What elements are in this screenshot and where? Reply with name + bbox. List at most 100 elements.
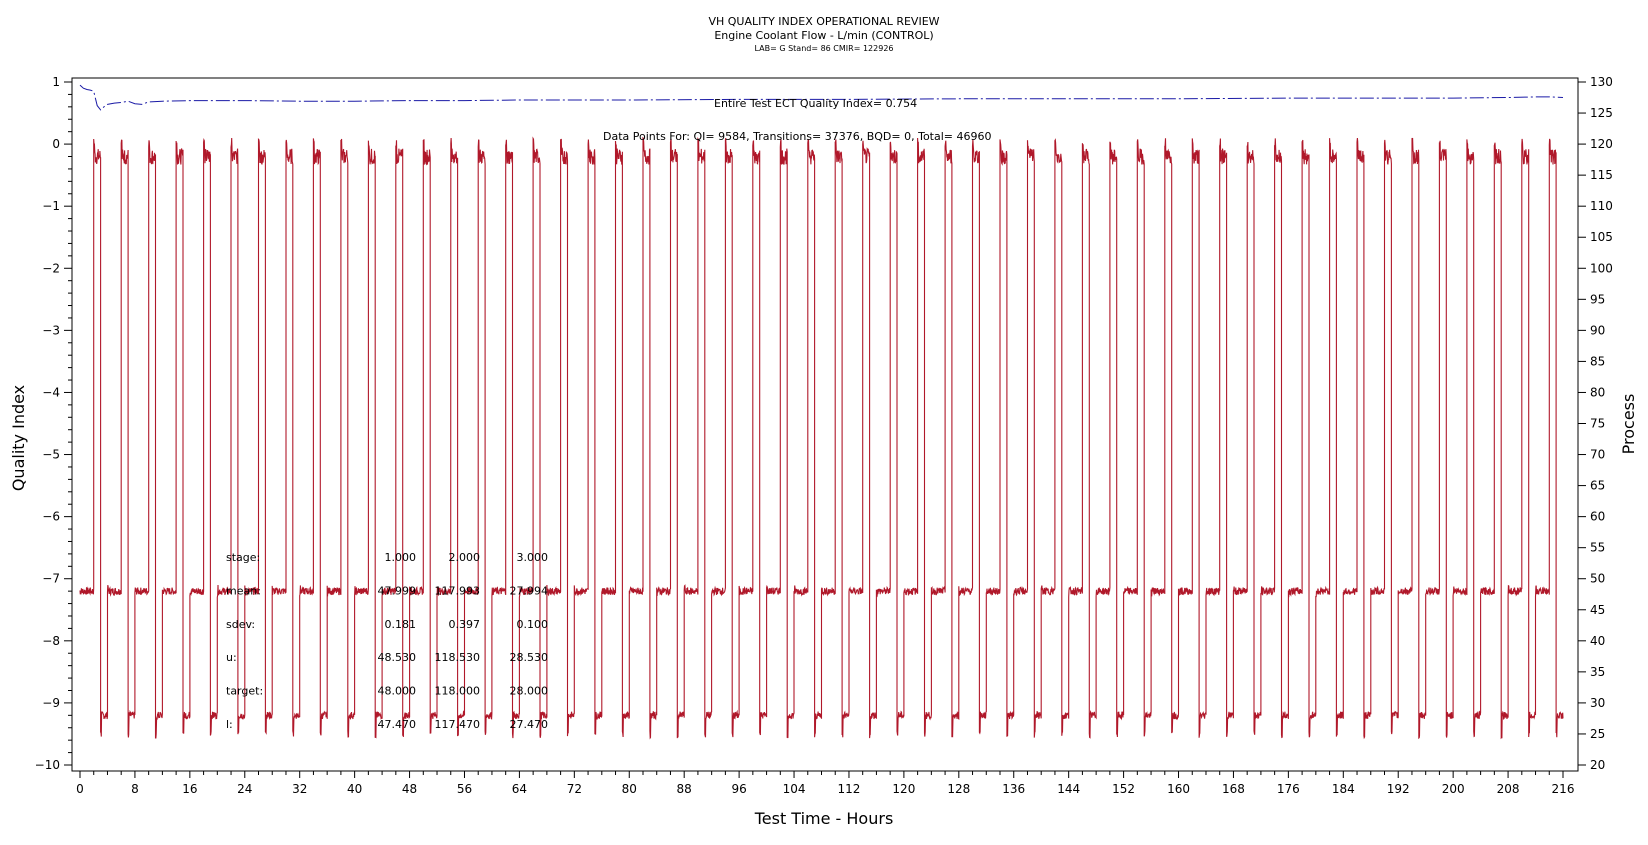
y-axis-left-title: Quality Index xyxy=(9,385,28,491)
y-right-tick-label: 20 xyxy=(1590,758,1605,772)
stats-value: 2.000 xyxy=(449,551,481,564)
stats-value: 27.470 xyxy=(510,718,549,731)
x-tick-label: 40 xyxy=(347,782,362,796)
stats-value: 48.530 xyxy=(378,651,417,664)
y-right-tick-label: 125 xyxy=(1590,106,1613,120)
x-axis-title: Test Time - Hours xyxy=(754,809,894,828)
x-tick-label: 152 xyxy=(1112,782,1135,796)
y-right-tick-label: 130 xyxy=(1590,75,1613,89)
x-tick-label: 80 xyxy=(622,782,637,796)
x-tick-label: 168 xyxy=(1222,782,1245,796)
quality-index-series xyxy=(79,84,1564,111)
stats-row-label: sdev: xyxy=(226,618,255,631)
y-right-tick-label: 110 xyxy=(1590,199,1613,213)
y-right-tick-label: 50 xyxy=(1590,572,1605,586)
x-tick-label: 24 xyxy=(237,782,252,796)
y-left-tick-label: −10 xyxy=(35,758,60,772)
stats-row-label: target: xyxy=(226,685,263,698)
x-axis: 0 8 16 24 32 40 48 56 64 72 80 88 96 104 112 120 128 136 1… xyxy=(76,771,1574,796)
stats-row-label: l: xyxy=(226,718,233,731)
x-tick-label: 128 xyxy=(947,782,970,796)
x-tick-label: 160 xyxy=(1167,782,1190,796)
x-tick-label: 144 xyxy=(1057,782,1080,796)
y-left-tick-label: −2 xyxy=(42,261,60,275)
stats-value: 28.000 xyxy=(510,685,549,698)
stats-value: 1.000 xyxy=(385,551,417,564)
y-right-tick-label: 115 xyxy=(1590,168,1613,182)
x-tick-label: 32 xyxy=(292,782,307,796)
x-tick-label: 112 xyxy=(838,782,861,796)
stats-value: 118.000 xyxy=(435,685,481,698)
stats-value: 0.181 xyxy=(385,618,417,631)
y-left-tick-label: −6 xyxy=(42,510,60,524)
y-right-tick-label: 85 xyxy=(1590,354,1605,368)
process-line xyxy=(79,136,1564,740)
y-left-tick-label: −1 xyxy=(42,199,60,213)
process-series xyxy=(79,136,1564,740)
chart-title: VH QUALITY INDEX OPERATIONAL REVIEW xyxy=(708,15,939,28)
x-tick-label: 104 xyxy=(783,782,806,796)
stats-value: 28.530 xyxy=(510,651,549,664)
stats-row-label: u: xyxy=(226,651,237,664)
x-tick-label: 136 xyxy=(1002,782,1025,796)
x-tick-label: 208 xyxy=(1497,782,1520,796)
stats-value: 0.397 xyxy=(449,618,481,631)
y-left-tick-label: 0 xyxy=(52,137,60,151)
x-tick-label: 0 xyxy=(76,782,84,796)
x-tick-label: 192 xyxy=(1387,782,1410,796)
stats-row-label: mean: xyxy=(226,584,261,597)
y-right-tick-label: 90 xyxy=(1590,323,1605,337)
y-right-tick-label: 55 xyxy=(1590,541,1605,555)
stats-value: 117.993 xyxy=(435,584,481,597)
stats-value: 48.000 xyxy=(378,685,417,698)
stats-table: stage: 1.000 2.000 3.000 mean: 47.999 117.993 2… xyxy=(226,551,548,731)
y-left-tick-label: −3 xyxy=(42,323,60,337)
x-tick-label: 48 xyxy=(402,782,417,796)
y-axis-left: 1 0 −1 −2 −3 −4 −5 −6 −7 −8 −9 −10 xyxy=(35,75,72,772)
stats-value: 3.000 xyxy=(517,551,549,564)
x-tick-label: 120 xyxy=(892,782,915,796)
y-right-tick-label: 60 xyxy=(1590,510,1605,524)
y-left-tick-label: −4 xyxy=(42,385,60,399)
y-right-tick-label: 35 xyxy=(1590,665,1605,679)
stats-value: 118.530 xyxy=(435,651,481,664)
y-axis-right-title: Process xyxy=(1619,394,1638,455)
annotation-data-points: Data Points For: QI= 9584, Transitions= … xyxy=(603,130,992,143)
stats-value: 27.994 xyxy=(510,584,549,597)
stats-value: 0.100 xyxy=(517,618,549,631)
chart-subtitle: Engine Coolant Flow - L/min (CONTROL) xyxy=(714,29,933,42)
stats-value: 47.470 xyxy=(378,718,417,731)
quality-index-line xyxy=(79,84,1564,111)
y-left-tick-label: −9 xyxy=(42,696,60,710)
y-right-tick-label: 75 xyxy=(1590,417,1605,431)
y-axis-right: 130 125 120 115 110 105 100 95 90 85 80 75 70 65 60 55 5… xyxy=(1578,75,1613,772)
y-right-tick-label: 30 xyxy=(1590,696,1605,710)
x-tick-label: 176 xyxy=(1277,782,1300,796)
annotation-quality-index: Entire Test ECT Quality Index= 0.754 xyxy=(714,97,917,110)
y-right-tick-label: 105 xyxy=(1590,230,1613,244)
y-right-tick-label: 40 xyxy=(1590,634,1605,648)
x-tick-label: 184 xyxy=(1332,782,1355,796)
y-left-tick-label: −8 xyxy=(42,634,60,648)
x-tick-label: 96 xyxy=(731,782,746,796)
x-tick-label: 8 xyxy=(131,782,139,796)
stats-row-label: stage: xyxy=(226,551,260,564)
y-right-tick-label: 95 xyxy=(1590,292,1605,306)
y-left-tick-label: −5 xyxy=(42,448,60,462)
y-right-tick-label: 65 xyxy=(1590,479,1605,493)
x-tick-label: 64 xyxy=(512,782,527,796)
y-right-tick-label: 100 xyxy=(1590,261,1613,275)
y-right-tick-label: 25 xyxy=(1590,727,1605,741)
y-right-tick-label: 120 xyxy=(1590,137,1613,151)
y-right-tick-label: 70 xyxy=(1590,448,1605,462)
chart-titles: VH QUALITY INDEX OPERATIONAL REVIEW Engi… xyxy=(708,15,939,53)
chart-subtitle-2: LAB= G Stand= 86 CMIR= 122926 xyxy=(754,44,893,53)
x-tick-label: 200 xyxy=(1442,782,1465,796)
stats-value: 47.999 xyxy=(378,584,417,597)
x-tick-label: 216 xyxy=(1552,782,1575,796)
x-tick-label: 72 xyxy=(567,782,582,796)
y-right-tick-label: 45 xyxy=(1590,603,1605,617)
plot-frame xyxy=(71,77,1579,772)
y-right-tick-label: 80 xyxy=(1590,385,1605,399)
